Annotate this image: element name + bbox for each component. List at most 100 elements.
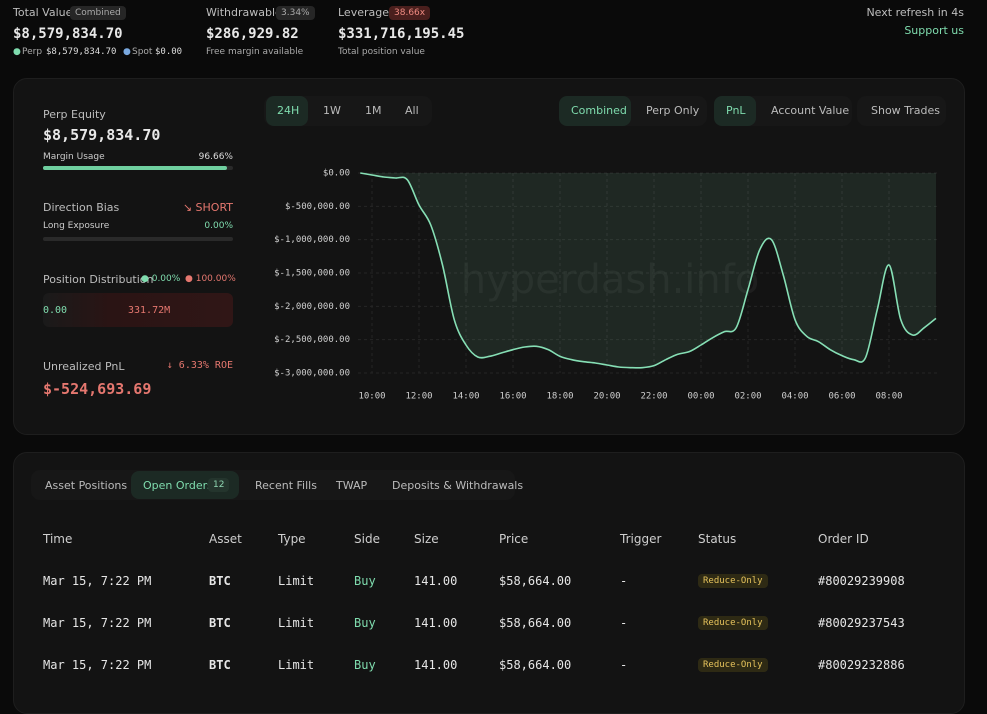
- value: $8,579,834.70: [43, 126, 161, 144]
- cell: #80029237543: [818, 616, 905, 630]
- x-tick-label: 12:00: [405, 392, 432, 402]
- y-tick-label: $-2,500,000.00: [274, 335, 350, 345]
- column-header: Order ID: [818, 532, 869, 546]
- badge: 38.66x: [389, 6, 431, 20]
- column-header: Type: [278, 532, 306, 546]
- cell: Mar 15, 7:22 PM: [43, 658, 152, 672]
- cell: Limit: [278, 658, 315, 672]
- label: Unrealized PnL: [43, 360, 125, 373]
- badge: 3.34%: [276, 6, 315, 20]
- label: Leverage: [338, 6, 389, 19]
- value: $8,579,834.70: [46, 47, 117, 57]
- dot: ●: [13, 47, 21, 57]
- note: Free margin available: [206, 47, 304, 57]
- refresh: Next refresh in 4s: [866, 6, 964, 19]
- status-badge: Reduce-Only: [698, 574, 768, 588]
- cell: $58,664.00: [499, 574, 572, 588]
- active-tab: [559, 96, 631, 126]
- y-tick-label: $-1,500,000.00: [274, 269, 350, 279]
- mode-tab[interactable]: Perp Only: [646, 104, 700, 117]
- column-header: Asset: [209, 532, 242, 546]
- metric-tab[interactable]: Account Value: [771, 104, 850, 117]
- x-tick-label: 20:00: [593, 392, 620, 402]
- support-link[interactable]: Support us: [904, 24, 964, 37]
- cell: #80029232886: [818, 658, 905, 672]
- x-tick-label: 06:00: [828, 392, 855, 402]
- cell: Limit: [278, 616, 315, 630]
- x-tick-label: 10:00: [358, 392, 385, 402]
- distribution-box: [43, 293, 233, 327]
- cell: 141.00: [414, 616, 458, 630]
- margin-fill: [43, 166, 227, 170]
- table-tab[interactable]: Asset Positions: [45, 479, 128, 492]
- y-tick-label: $-2,000,000.00: [274, 302, 350, 312]
- label: Direction Bias: [43, 201, 120, 214]
- label: Spot: [132, 47, 153, 57]
- exposure-bar: [43, 237, 233, 241]
- status-badge: Reduce-Only: [698, 616, 768, 630]
- x-tick-label: 14:00: [452, 392, 479, 402]
- cell: Buy: [354, 574, 376, 588]
- metric-tab[interactable]: PnL: [726, 104, 746, 117]
- cell: Mar 15, 7:22 PM: [43, 574, 152, 588]
- range-tab[interactable]: 24H: [277, 104, 300, 117]
- value: ● 0.00%: [141, 274, 181, 284]
- x-tick-label: 22:00: [640, 392, 667, 402]
- count-badge: 12: [208, 478, 230, 492]
- cell: $58,664.00: [499, 616, 572, 630]
- range-tab[interactable]: 1W: [323, 104, 341, 117]
- label: Total Value: [13, 6, 73, 19]
- value: 96.66%: [198, 152, 233, 162]
- dot: ●: [123, 47, 131, 57]
- table-tab[interactable]: Open Orders: [143, 479, 213, 492]
- active-tab: [714, 96, 756, 126]
- value: $331,716,195.45: [338, 26, 465, 42]
- value: $0.00: [155, 47, 183, 57]
- x-tick-label: 04:00: [781, 392, 808, 402]
- cell: BTC: [209, 616, 231, 630]
- mode-tab[interactable]: Combined: [571, 104, 627, 117]
- cell: BTC: [209, 658, 231, 672]
- table-tab[interactable]: Deposits & Withdrawals: [392, 479, 524, 492]
- status-badge: Reduce-Only: [698, 658, 768, 672]
- margin-bar: [43, 166, 233, 170]
- column-header: Time: [43, 532, 73, 546]
- y-tick-label: $-3,000,000.00: [274, 369, 350, 379]
- value: $286,929.82: [206, 26, 299, 42]
- table-tab[interactable]: Recent Fills: [255, 479, 317, 492]
- label: Margin Usage: [43, 152, 105, 162]
- trades-group: [857, 96, 946, 126]
- trades-button[interactable]: Show Trades: [871, 104, 941, 117]
- cell: #80029239908: [818, 574, 905, 588]
- value: ↓ 6.33% ROE: [166, 360, 233, 371]
- label: Perp: [22, 47, 43, 57]
- x-tick-label: 02:00: [734, 392, 761, 402]
- cell: Buy: [354, 658, 376, 672]
- column-header: Size: [414, 532, 439, 546]
- chart-panel: [13, 78, 965, 435]
- active-tab: [266, 96, 308, 126]
- value: 331.72M: [128, 305, 171, 316]
- value: $8,579,834.70: [13, 26, 123, 42]
- column-header: Status: [698, 532, 737, 546]
- range-tab[interactable]: 1M: [365, 104, 382, 117]
- cell: -: [620, 574, 628, 588]
- range-tab[interactable]: All: [405, 104, 419, 117]
- value: 0.00: [43, 305, 68, 316]
- x-tick-label: 00:00: [687, 392, 714, 402]
- cell: 141.00: [414, 574, 458, 588]
- x-tick-label: 18:00: [546, 392, 573, 402]
- table-tabs: [31, 470, 515, 500]
- cell: $58,664.00: [499, 658, 572, 672]
- cell: Mar 15, 7:22 PM: [43, 616, 152, 630]
- table-tab[interactable]: TWAP: [336, 479, 368, 492]
- chart: hyperdash.info $0.00 $-500,000.00 $-1,000,…: [274, 169, 938, 402]
- cell: BTC: [209, 574, 231, 588]
- value: ↘ SHORT: [182, 201, 233, 214]
- value: $-524,693.69: [43, 380, 152, 398]
- y-tick-label: $-500,000.00: [285, 202, 350, 212]
- label: Perp Equity: [43, 108, 106, 121]
- note: Total position value: [338, 47, 425, 57]
- watermark: hyperdash.info: [461, 257, 760, 303]
- label: Position Distribution: [43, 273, 154, 286]
